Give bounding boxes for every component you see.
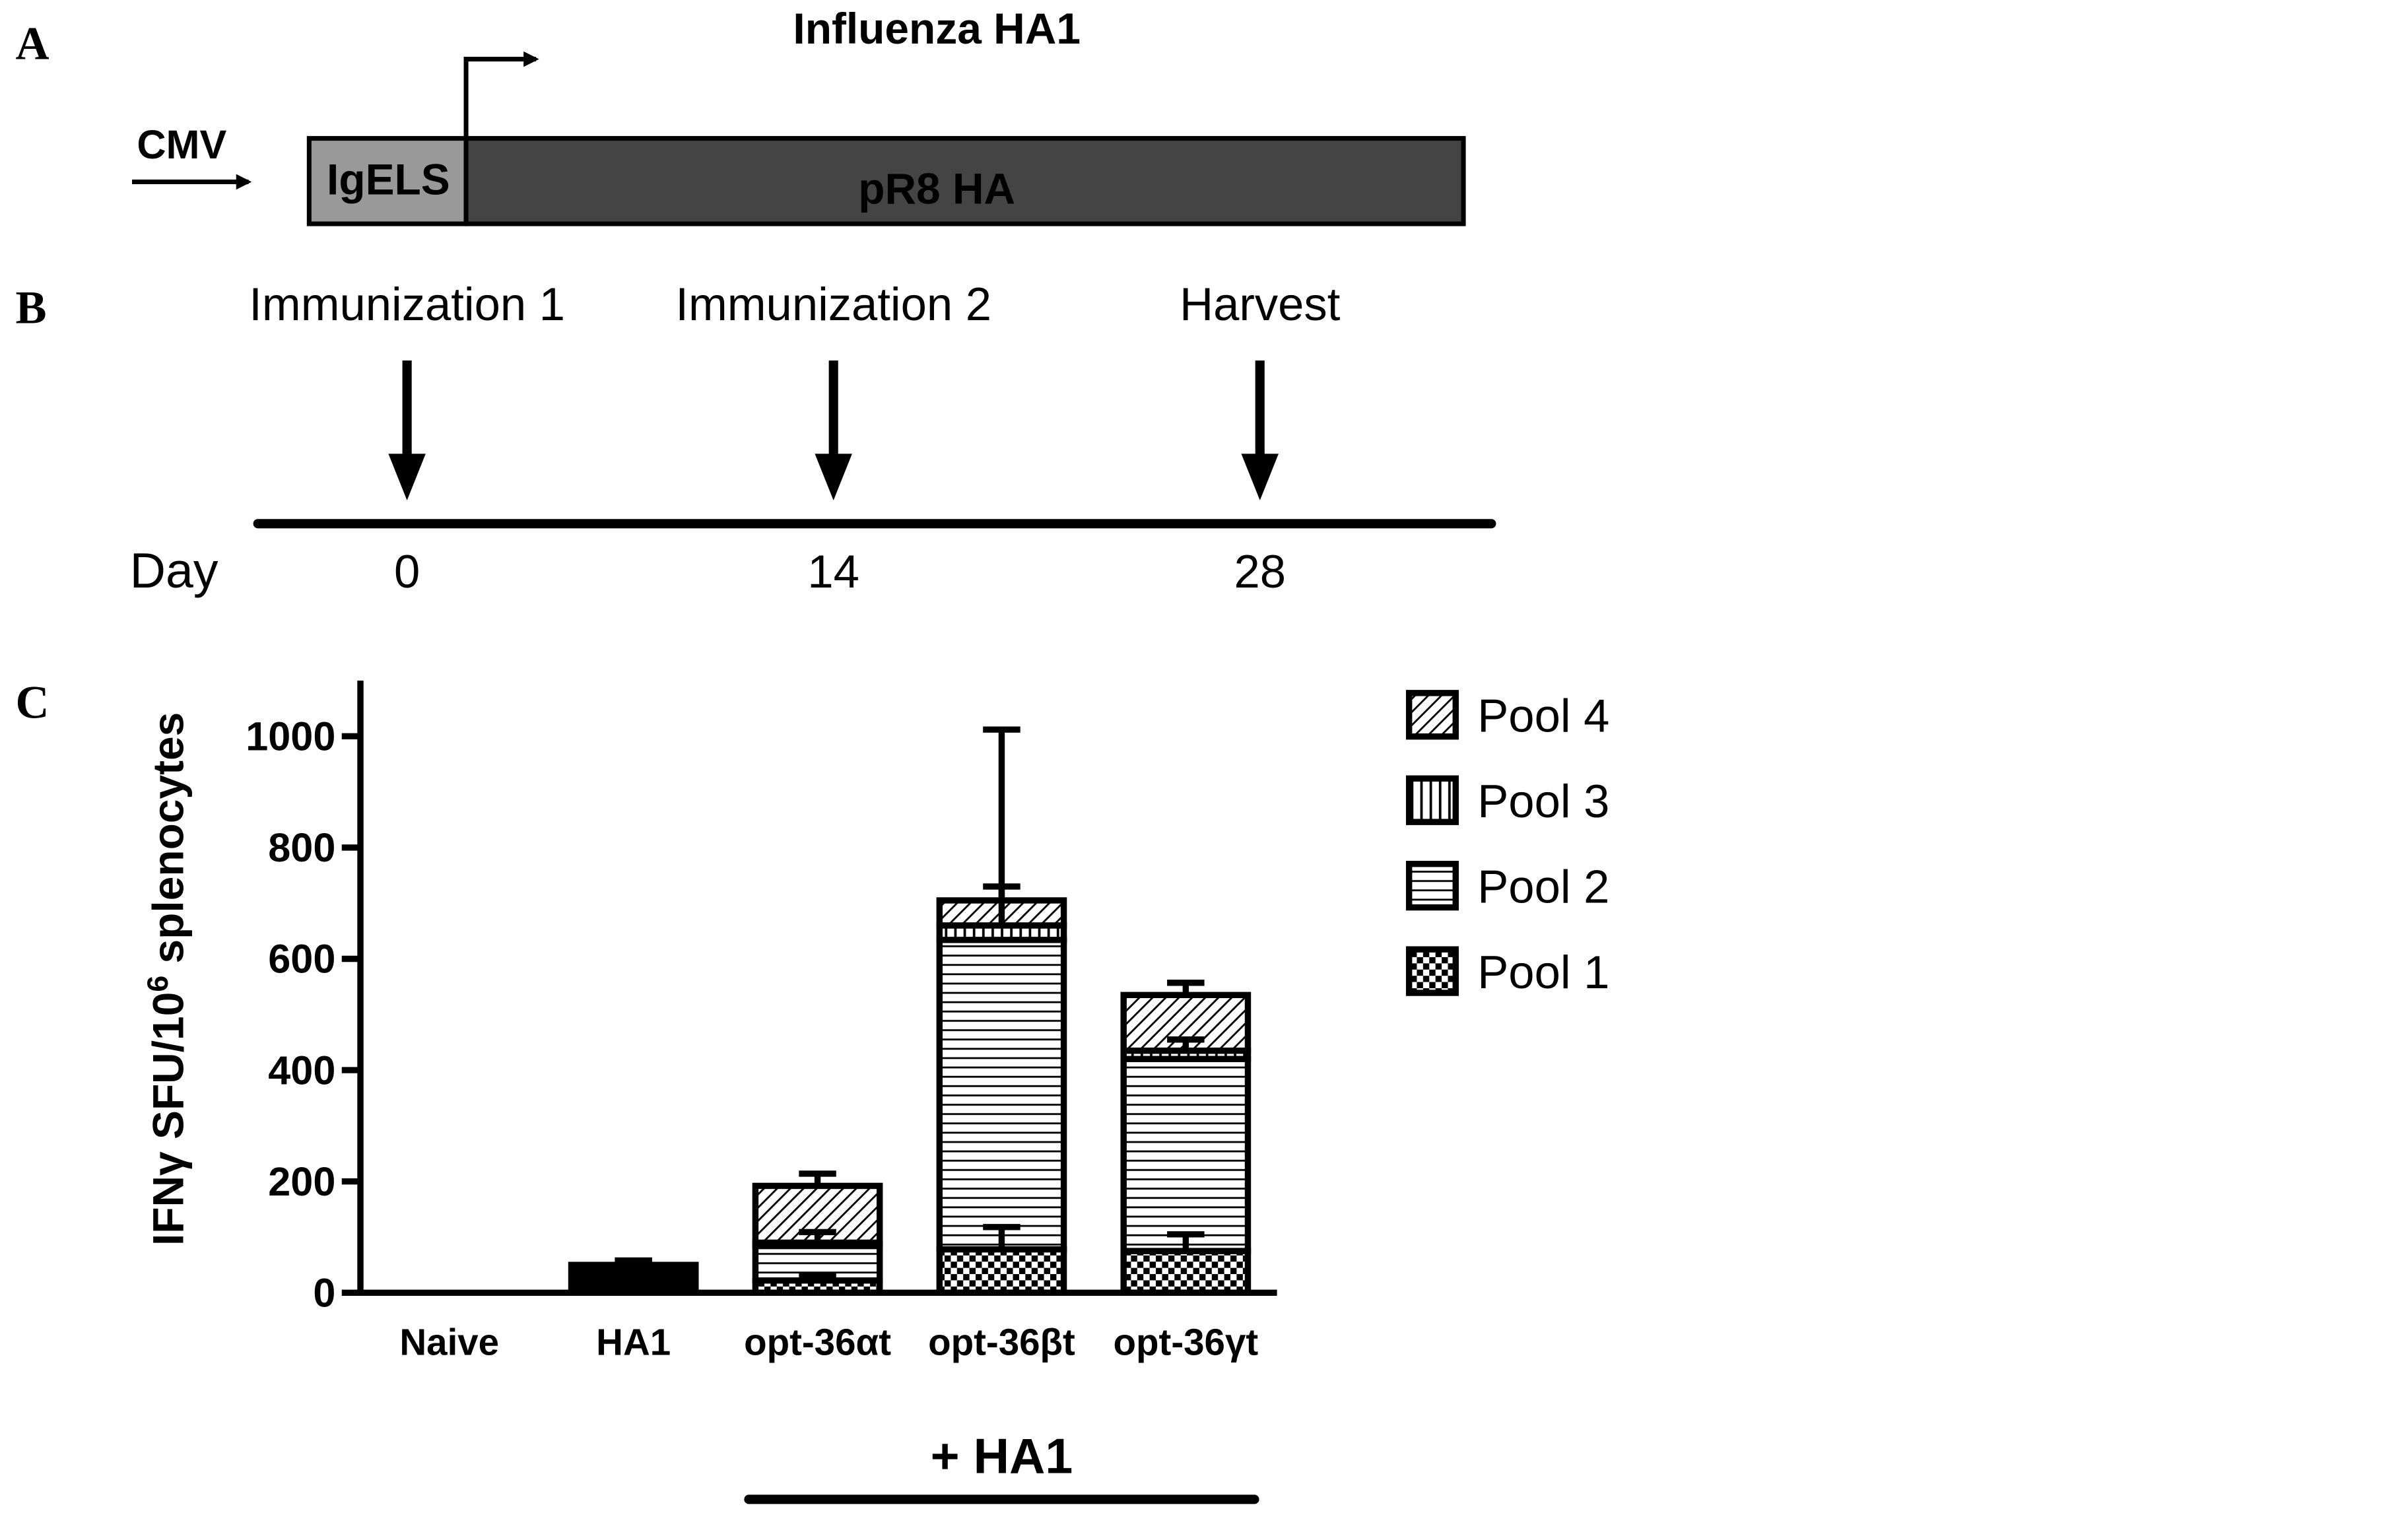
legend-label: Pool 3: [1477, 775, 1609, 827]
bar-segment: [936, 937, 1067, 1253]
event-arrowhead: [388, 454, 426, 500]
group-label: + HA1: [931, 1428, 1073, 1483]
y-axis-label-part: IFNγ SFU/10: [144, 992, 193, 1246]
error-bar: [1167, 1036, 1205, 1051]
bar-segment: [936, 1246, 1067, 1296]
x-tick-label: opt-36αt: [744, 1321, 891, 1363]
y-tick-label: 1000: [246, 714, 335, 758]
day-label: 28: [1234, 545, 1286, 597]
segment-ha: [463, 136, 1466, 226]
construct-title: Influenza HA1: [793, 4, 1081, 53]
panel-label: B: [16, 283, 47, 334]
error-bar: [799, 1273, 836, 1281]
y-tick-label: 200: [268, 1159, 335, 1204]
x-tick-label: HA1: [596, 1321, 671, 1363]
error-bar: [799, 1170, 836, 1186]
error-bar: [983, 726, 1020, 900]
segment-label: IgELS: [327, 154, 450, 203]
timeline: 0 Immunization 1 14 Immunization 2 28 Harvest: [249, 278, 1340, 597]
y-axis-label-sup: 6: [142, 976, 174, 992]
event-label: Immunization 1: [249, 278, 565, 330]
error-bar: [799, 1229, 836, 1246]
y-axis-label: IFNγ SFU/106 splenocytes: [142, 712, 193, 1246]
legend-swatch: [1405, 775, 1459, 825]
segment-label: pR8 HA: [858, 164, 1015, 213]
promoter-label: CMV: [137, 122, 226, 167]
panel-label: A: [16, 18, 50, 70]
day-label: 14: [807, 545, 859, 597]
event-arrowhead: [1241, 454, 1279, 500]
start-arrow: [463, 51, 539, 139]
error-bar: [1167, 980, 1205, 995]
legend-swatch: [1405, 690, 1459, 740]
legend-label: Pool 2: [1477, 861, 1609, 913]
event-label: Immunization 2: [675, 278, 991, 330]
legend-swatch: [1405, 946, 1459, 996]
bar-segment: [568, 1262, 699, 1296]
panel-label: C: [16, 677, 50, 728]
x-tick-label: opt-36γt: [1114, 1321, 1259, 1363]
bar-segment: [1120, 1248, 1252, 1296]
legend-label: Pool 4: [1477, 690, 1609, 742]
y-axis-label-part: splenocytes: [144, 712, 193, 976]
legend-swatch: [1405, 861, 1459, 911]
legend-label: Pool 1: [1477, 946, 1609, 998]
y-tick-label: 600: [268, 937, 335, 982]
y-tick-label: 0: [313, 1270, 335, 1315]
event-label: Harvest: [1180, 278, 1341, 330]
y-tick-label: 400: [268, 1048, 335, 1093]
error-bar: [615, 1257, 652, 1265]
day-label: 0: [394, 545, 420, 597]
x-tick-label: Naive: [399, 1321, 499, 1363]
event-arrowhead: [815, 454, 852, 500]
error-bar: [1167, 1231, 1205, 1252]
timeline-axis-label: Day: [130, 543, 218, 598]
error-bar: [983, 1224, 1020, 1250]
x-tick-label: opt-36βt: [928, 1321, 1075, 1363]
bar-segment: [1120, 1056, 1252, 1254]
y-tick-label: 800: [268, 825, 335, 870]
chart: 0 200 400 600 800 1000 Naive HA1 opt-36αt opt-36β…: [246, 680, 1609, 1504]
